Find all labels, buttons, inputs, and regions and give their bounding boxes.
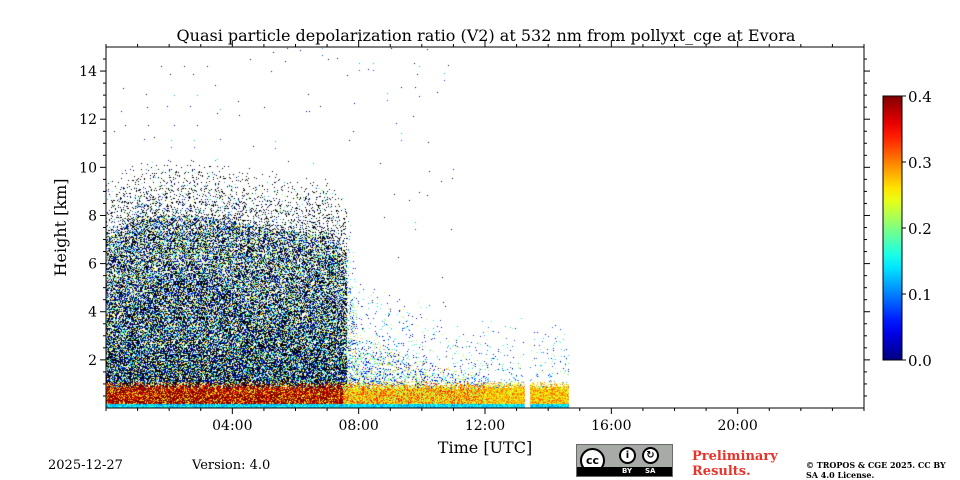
chart-title: Quasi particle depolarization ratio (V2)…: [177, 26, 796, 45]
share-alike-icon: ↻: [642, 447, 659, 464]
version-label: Version: 4.0: [192, 458, 271, 473]
y-tick-label: 4: [88, 305, 97, 321]
colorbar-tick-label: 0.1: [908, 286, 932, 304]
copyright-notice: © TROPOS & CGE 2025. CC BY SA 4.0 Licens…: [806, 460, 946, 480]
y-axis-label: Height [km]: [51, 179, 70, 277]
depolarization-heatmap: [106, 47, 864, 408]
y-tick-label: 10: [79, 160, 97, 176]
x-tick-label: 12:00: [465, 418, 505, 434]
x-tick-label: 04:00: [212, 418, 252, 434]
x-tick-label: 08:00: [338, 418, 378, 434]
y-tick-label: 2: [88, 353, 97, 369]
cc-license-badge: cc i ↻ BY SA: [576, 444, 673, 477]
x-axis-label: Time [UTC]: [438, 438, 532, 457]
date-label: 2025-12-27: [48, 458, 123, 473]
by-label: BY: [622, 467, 633, 475]
x-tick-label: 20:00: [717, 418, 757, 434]
sa-label: SA: [645, 467, 656, 475]
colorbar-tick-label: 0.0: [908, 352, 932, 370]
y-tick-label: 14: [79, 64, 97, 80]
y-tick-label: 12: [79, 112, 97, 128]
y-tick-label: 8: [88, 208, 97, 224]
colorbar-tick-label: 0.3: [908, 154, 932, 172]
cc-badge-bar: [577, 467, 672, 476]
colorbar-tick-label: 0.4: [908, 88, 932, 106]
colorbar: [882, 95, 903, 361]
colorbar-tick-label: 0.2: [908, 220, 932, 238]
preliminary-results-label: Preliminary Results.: [692, 449, 778, 479]
x-tick-label: 16:00: [591, 418, 631, 434]
y-tick-label: 6: [88, 257, 97, 273]
attribution-icon: i: [619, 447, 636, 464]
